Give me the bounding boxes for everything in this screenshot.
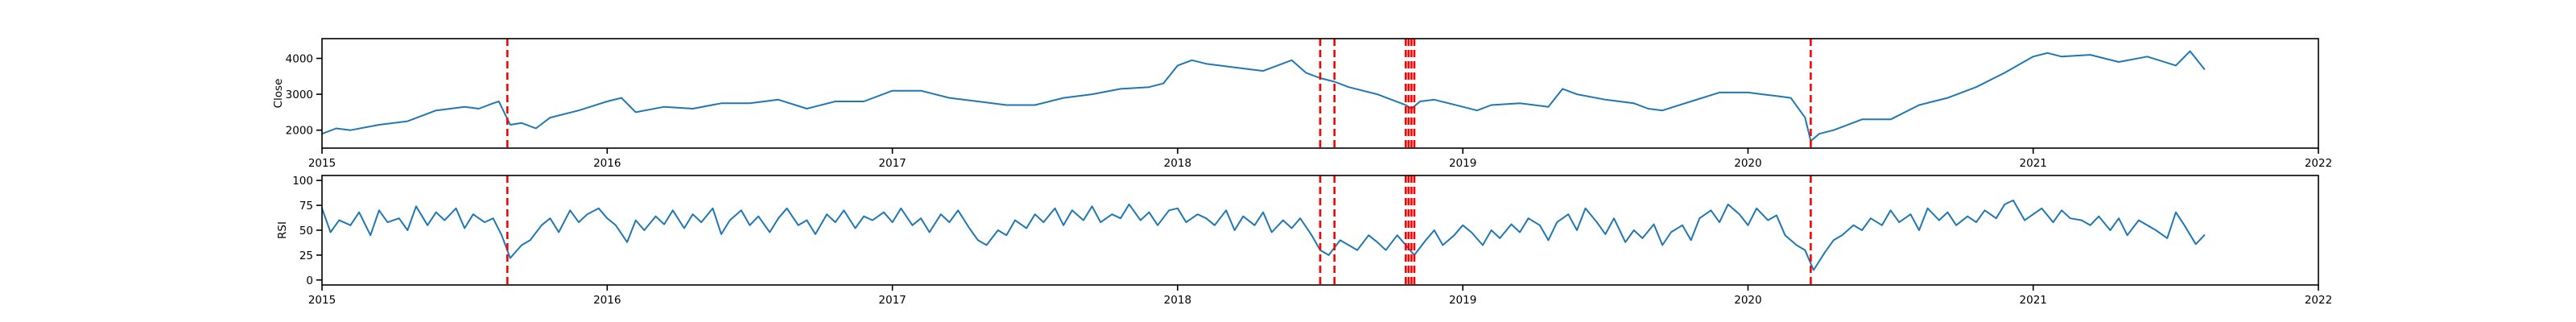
close-price-y-tick-label-1: 3000 [286,89,313,101]
rsi-panel: 2015 2016 2017 2018 2019 2020 2021 2022 0 25 50 75… [276,175,2332,307]
rsi-series-line-0 [321,199,2206,271]
close-price-panel: 2015 2016 2017 2018 2019 2020 2021 2022 2000 300… [272,38,2332,170]
close-price-y-axis: 2000 3000 4000 [286,53,322,138]
rsi-y-tick-label-1: 25 [299,250,313,262]
rsi-x-axis: 2015 2016 2017 2018 2019 2020 2021 2022 [308,285,2332,307]
rsi-x-tick-label-0: 2015 [308,294,336,307]
close-price-x-axis: 2015 2016 2017 2018 2019 2020 2021 2022 [308,148,2332,170]
rsi-x-tick-label-4: 2019 [1449,294,1476,307]
rsi-y-tick-label-2: 50 [299,225,313,237]
rsi-x-tick-label-5: 2020 [1734,294,1761,307]
rsi-y-tick-label-3: 75 [299,200,313,213]
close-price-marks [321,39,2206,148]
rsi-y-axis-label: RSI [276,221,289,239]
rsi-y-tick-label-4: 100 [292,175,313,188]
rsi-marks [321,175,2206,285]
close-price-x-tick-label-3: 2018 [1164,157,1191,170]
close-price-x-tick-label-0: 2015 [308,157,336,170]
close-price-x-tick-label-1: 2016 [593,157,621,170]
close-price-y-axis-label: Close [272,79,285,109]
rsi-x-tick-label-7: 2022 [2305,294,2332,307]
close-price-axes-frame [321,38,2319,149]
close-price-x-tick-label-4: 2019 [1449,157,1476,170]
close-price-series-line-0 [321,50,2206,142]
rsi-y-tick-label-0: 0 [306,275,313,287]
close-price-y-tick-label-2: 4000 [286,53,313,66]
rsi-y-axis: 0 25 50 75 100 [292,175,322,287]
rsi-x-tick-label-3: 2018 [1164,294,1191,307]
rsi-x-tick-label-2: 2017 [878,294,906,307]
close-price-x-tick-label-6: 2021 [2020,157,2047,170]
rsi-x-tick-label-6: 2021 [2020,294,2047,307]
close-price-y-tick-label-0: 2000 [286,125,313,138]
close-price-x-tick-label-7: 2022 [2305,157,2332,170]
rsi-x-tick-label-1: 2016 [593,294,621,307]
close-price-x-tick-label-5: 2020 [1734,157,1761,170]
close-price-x-tick-label-2: 2017 [878,157,906,170]
